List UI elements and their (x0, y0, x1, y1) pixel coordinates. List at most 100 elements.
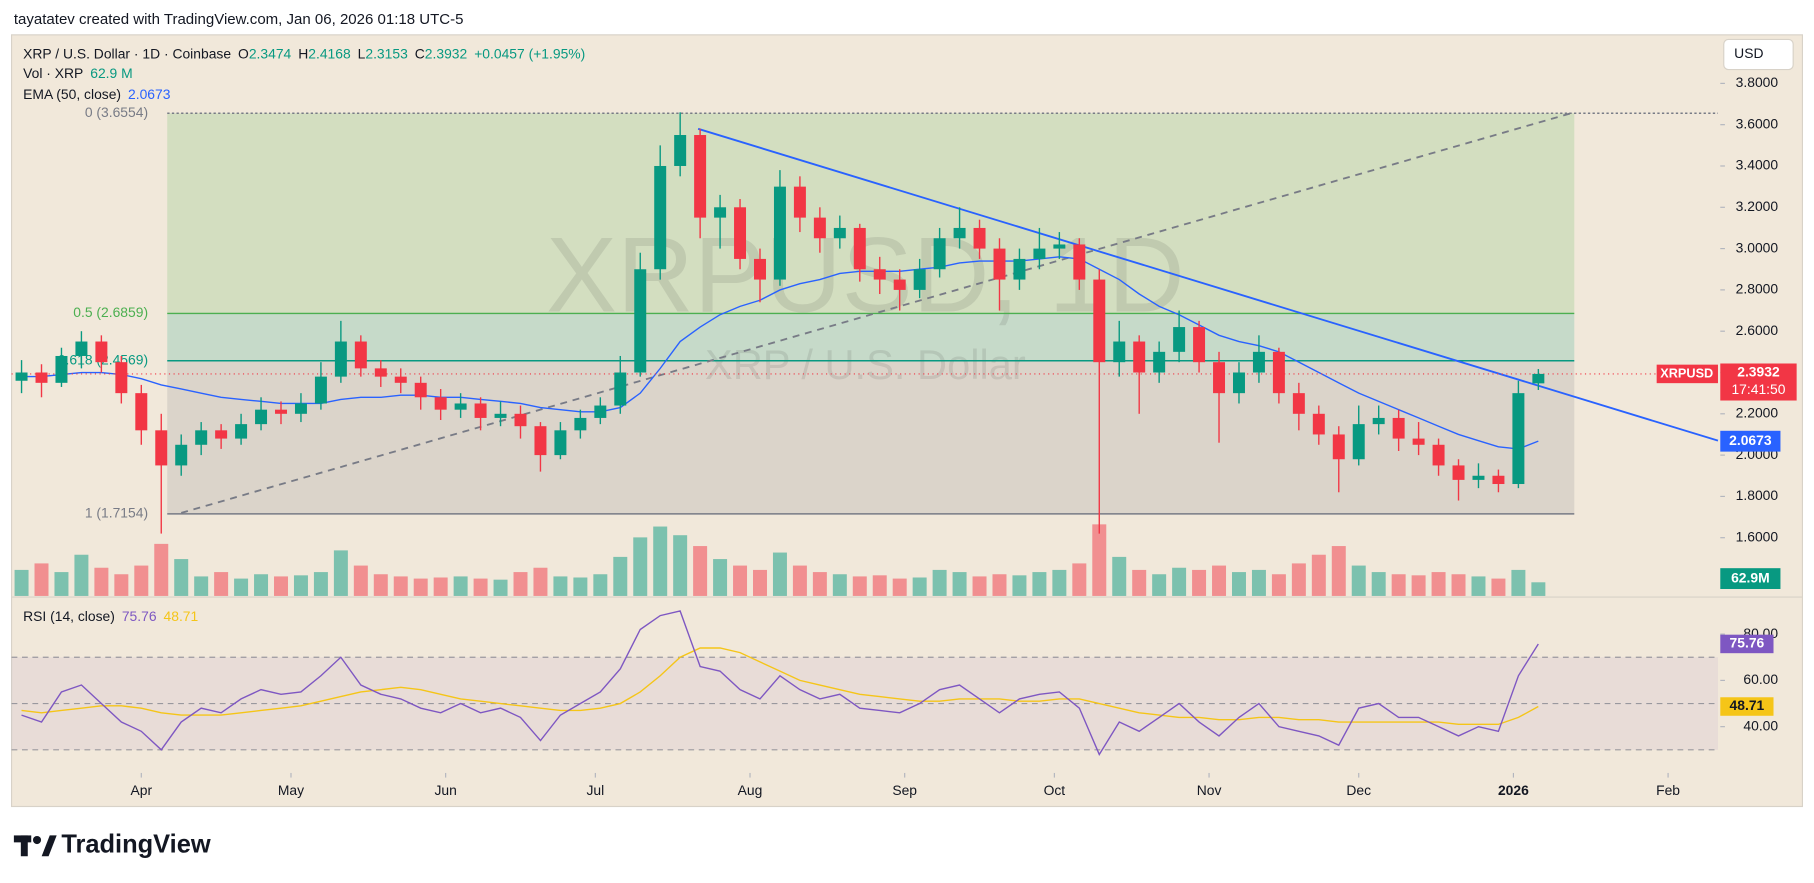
candle-body (933, 238, 946, 270)
candle-body (674, 135, 687, 166)
volume-bar (693, 546, 708, 596)
legend-ema: EMA (50, close) 2.0673 (23, 86, 171, 102)
candle-body (1232, 372, 1245, 394)
y-tick-label: 3.2000 (1736, 198, 1779, 214)
legend-h: H (298, 45, 308, 61)
y-tick-label: 3.6000 (1736, 115, 1779, 131)
x-tick-label: Feb (1656, 782, 1680, 798)
y-tick-label: 2.2000 (1736, 404, 1779, 420)
candle-body (215, 430, 228, 439)
volume-bar (912, 577, 927, 596)
volume-bar (1491, 578, 1506, 596)
volume-bar (254, 574, 269, 596)
volume-bar (1391, 574, 1406, 596)
ema-badge (1720, 430, 1781, 452)
candle-body (115, 362, 128, 394)
candle-body (275, 409, 287, 414)
y-tick-label: 3.8000 (1736, 74, 1779, 90)
candle-body (1113, 341, 1126, 363)
candle-body (754, 258, 766, 280)
volume-badge-label: 62.9M (1731, 569, 1770, 585)
y-tick-label: 1.8000 (1736, 487, 1779, 503)
ema-name: EMA (50, close) (23, 86, 121, 102)
volume-bar (94, 567, 109, 596)
candle-body (235, 424, 248, 439)
volume-bar (34, 563, 49, 596)
candle-body (514, 413, 527, 427)
candle-body (873, 269, 886, 280)
rsi-badge (1720, 697, 1774, 716)
candle-body (175, 444, 188, 466)
currency-button[interactable] (1723, 38, 1794, 71)
volume-bar (114, 574, 129, 596)
volume-bar (433, 577, 448, 596)
symbol-badge-label: XRPUSD (1660, 365, 1713, 380)
volume-bar (553, 576, 568, 596)
fib-zone (167, 113, 1575, 314)
candle-body (354, 341, 367, 369)
candle-body (634, 269, 647, 373)
volume-bar (533, 567, 548, 596)
rsi-badge-label: 75.76 (1730, 635, 1765, 651)
volume-bar (713, 559, 728, 596)
volume-bar (473, 578, 488, 596)
price-badge-label: 2.3932 (1737, 363, 1780, 379)
volume-bar (274, 576, 288, 596)
logo-icon (13, 835, 57, 857)
legend-c-value: 2.3932 (425, 45, 468, 61)
candle-body (893, 279, 906, 290)
y-tick-label: 60.00 (1743, 671, 1778, 687)
candle-body (1193, 327, 1206, 363)
legend-main: XRP / U.S. Dollar · 1D · Coinbase O2.3474… (23, 45, 585, 61)
volume-bar (174, 559, 189, 596)
candle-body (494, 413, 507, 418)
symbol-badge (1656, 364, 1718, 384)
candle-body (454, 403, 467, 410)
x-tick-label: Oct (1044, 782, 1066, 798)
candle-body (414, 382, 427, 398)
volume-bar (1451, 574, 1466, 596)
candle-body (1412, 438, 1425, 445)
candle-body (434, 397, 447, 410)
candle-body (195, 430, 208, 445)
rsi-name: RSI (14, close) (23, 607, 115, 623)
volume-bar (54, 572, 69, 596)
volume-bar (1371, 572, 1386, 596)
x-tick-label: Aug (738, 782, 763, 798)
candle-body (1452, 465, 1465, 480)
candle-body (474, 403, 487, 418)
volume-bar (872, 575, 887, 596)
candle-body (734, 207, 747, 259)
candle-body (534, 426, 547, 456)
candle-body (55, 355, 68, 383)
currency-label[interactable]: USD (1734, 45, 1763, 61)
candle-body (1312, 413, 1325, 435)
candle-body (793, 186, 806, 218)
volume-bar (513, 572, 528, 596)
candle-body (714, 207, 727, 218)
volume-bar (772, 552, 787, 596)
chart-frame (10, 34, 1804, 808)
candle-body (694, 135, 707, 218)
countdown-label: 17:41:50 (1731, 381, 1785, 397)
x-tick-label: Jun (434, 782, 456, 798)
volume-bar (1052, 569, 1067, 596)
legend-o-value: 2.3474 (249, 45, 292, 61)
candle-body (614, 372, 627, 406)
volume-bar (1072, 563, 1087, 596)
candle-body (853, 227, 866, 270)
candle-body (813, 217, 826, 239)
volume-bar (1092, 524, 1107, 596)
volume-bar (1511, 569, 1526, 596)
legend-l: L (358, 45, 366, 61)
candle-body (155, 430, 168, 466)
volume-bar (1012, 575, 1027, 596)
candle-body (1093, 279, 1106, 363)
fib-label: 1 (1.7154) (85, 505, 148, 521)
volume-bar (214, 572, 229, 596)
candle-body (993, 248, 1006, 280)
candle-body (374, 368, 387, 377)
volume-bar (792, 565, 807, 596)
rsi-ma-value: 48.71 (164, 607, 199, 623)
